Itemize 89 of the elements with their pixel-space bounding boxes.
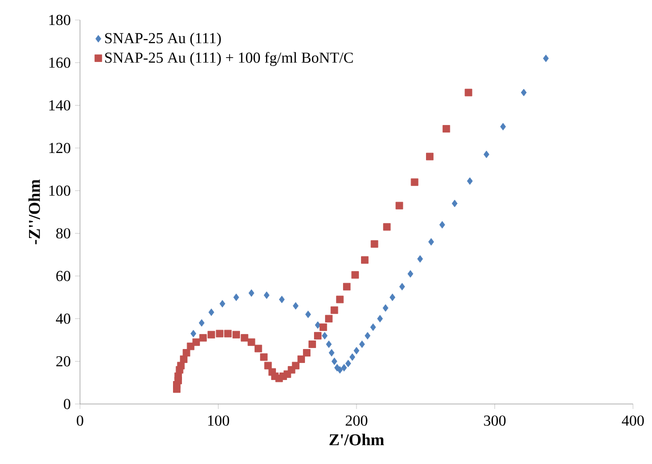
point — [264, 291, 270, 299]
point — [484, 150, 490, 158]
point — [292, 302, 299, 310]
point — [308, 340, 316, 348]
point — [314, 321, 321, 329]
point — [326, 340, 332, 348]
legend-label: SNAP-25 Au (111) + 100 fg/ml BoNT/C — [105, 52, 353, 66]
point — [220, 300, 226, 308]
point — [408, 270, 414, 278]
point — [320, 323, 328, 331]
point — [464, 88, 472, 96]
point — [216, 330, 224, 338]
point — [351, 271, 359, 279]
point — [260, 353, 268, 361]
point — [370, 240, 378, 248]
x-tick-label: 400 — [622, 415, 644, 426]
point — [182, 349, 190, 357]
point — [248, 289, 254, 297]
point — [520, 88, 527, 96]
point — [192, 338, 200, 346]
point — [332, 358, 338, 366]
point — [417, 255, 423, 263]
point — [208, 330, 216, 338]
point — [240, 334, 248, 342]
point — [396, 202, 404, 210]
point — [337, 366, 343, 374]
y-tick-label: 0 — [64, 398, 70, 410]
point — [177, 362, 185, 370]
point — [297, 355, 305, 363]
point — [426, 152, 434, 160]
x-tick-label: 100 — [208, 415, 230, 426]
point — [199, 334, 207, 342]
point — [410, 178, 418, 186]
x-axis-title: Z'/Ohm — [329, 434, 384, 446]
y-axis-title: -Z''/Ohm — [28, 179, 40, 244]
point — [354, 346, 360, 354]
point — [364, 332, 370, 340]
point — [466, 177, 473, 185]
point — [345, 360, 352, 368]
point — [452, 200, 458, 208]
point — [439, 221, 446, 229]
x-tick-label: 200 — [346, 415, 368, 426]
point — [390, 294, 396, 302]
point — [500, 122, 506, 130]
point — [254, 344, 262, 352]
y-tick-label: 20 — [56, 356, 70, 366]
point — [330, 306, 338, 314]
point — [336, 296, 344, 304]
y-tick-label: 120 — [49, 142, 70, 154]
point — [198, 319, 205, 327]
point — [208, 308, 214, 316]
point — [264, 362, 272, 370]
y-tick-label: 160 — [49, 58, 70, 68]
point — [349, 353, 356, 361]
point — [399, 282, 405, 290]
y-tick-label: 100 — [49, 186, 70, 196]
point — [325, 314, 333, 322]
y-tick-label: 180 — [49, 14, 70, 26]
legend-label: SNAP-25 Au (111) — [105, 32, 221, 46]
point — [543, 54, 549, 62]
x-tick-label: 300 — [484, 415, 506, 426]
point — [190, 330, 196, 338]
point — [278, 296, 285, 304]
point — [383, 223, 391, 231]
point — [248, 338, 256, 346]
point — [361, 256, 369, 264]
point — [382, 304, 388, 312]
point — [370, 323, 376, 331]
point — [302, 349, 310, 357]
x-tick-label: 0 — [76, 415, 84, 426]
point — [359, 340, 365, 348]
point — [232, 330, 240, 338]
y-tick-label: 60 — [56, 270, 70, 282]
point — [377, 314, 383, 322]
point — [305, 310, 311, 318]
point — [322, 332, 328, 340]
point — [292, 362, 300, 370]
point — [341, 364, 347, 372]
point — [233, 294, 240, 302]
y-tick-label: 40 — [56, 314, 70, 324]
point — [314, 332, 322, 340]
point — [428, 238, 434, 246]
y-tick-label: 80 — [56, 228, 70, 238]
point — [180, 355, 188, 363]
point — [224, 330, 232, 338]
point — [328, 349, 334, 357]
point — [343, 282, 351, 290]
point — [442, 125, 450, 133]
y-tick-label: 140 — [49, 100, 70, 110]
